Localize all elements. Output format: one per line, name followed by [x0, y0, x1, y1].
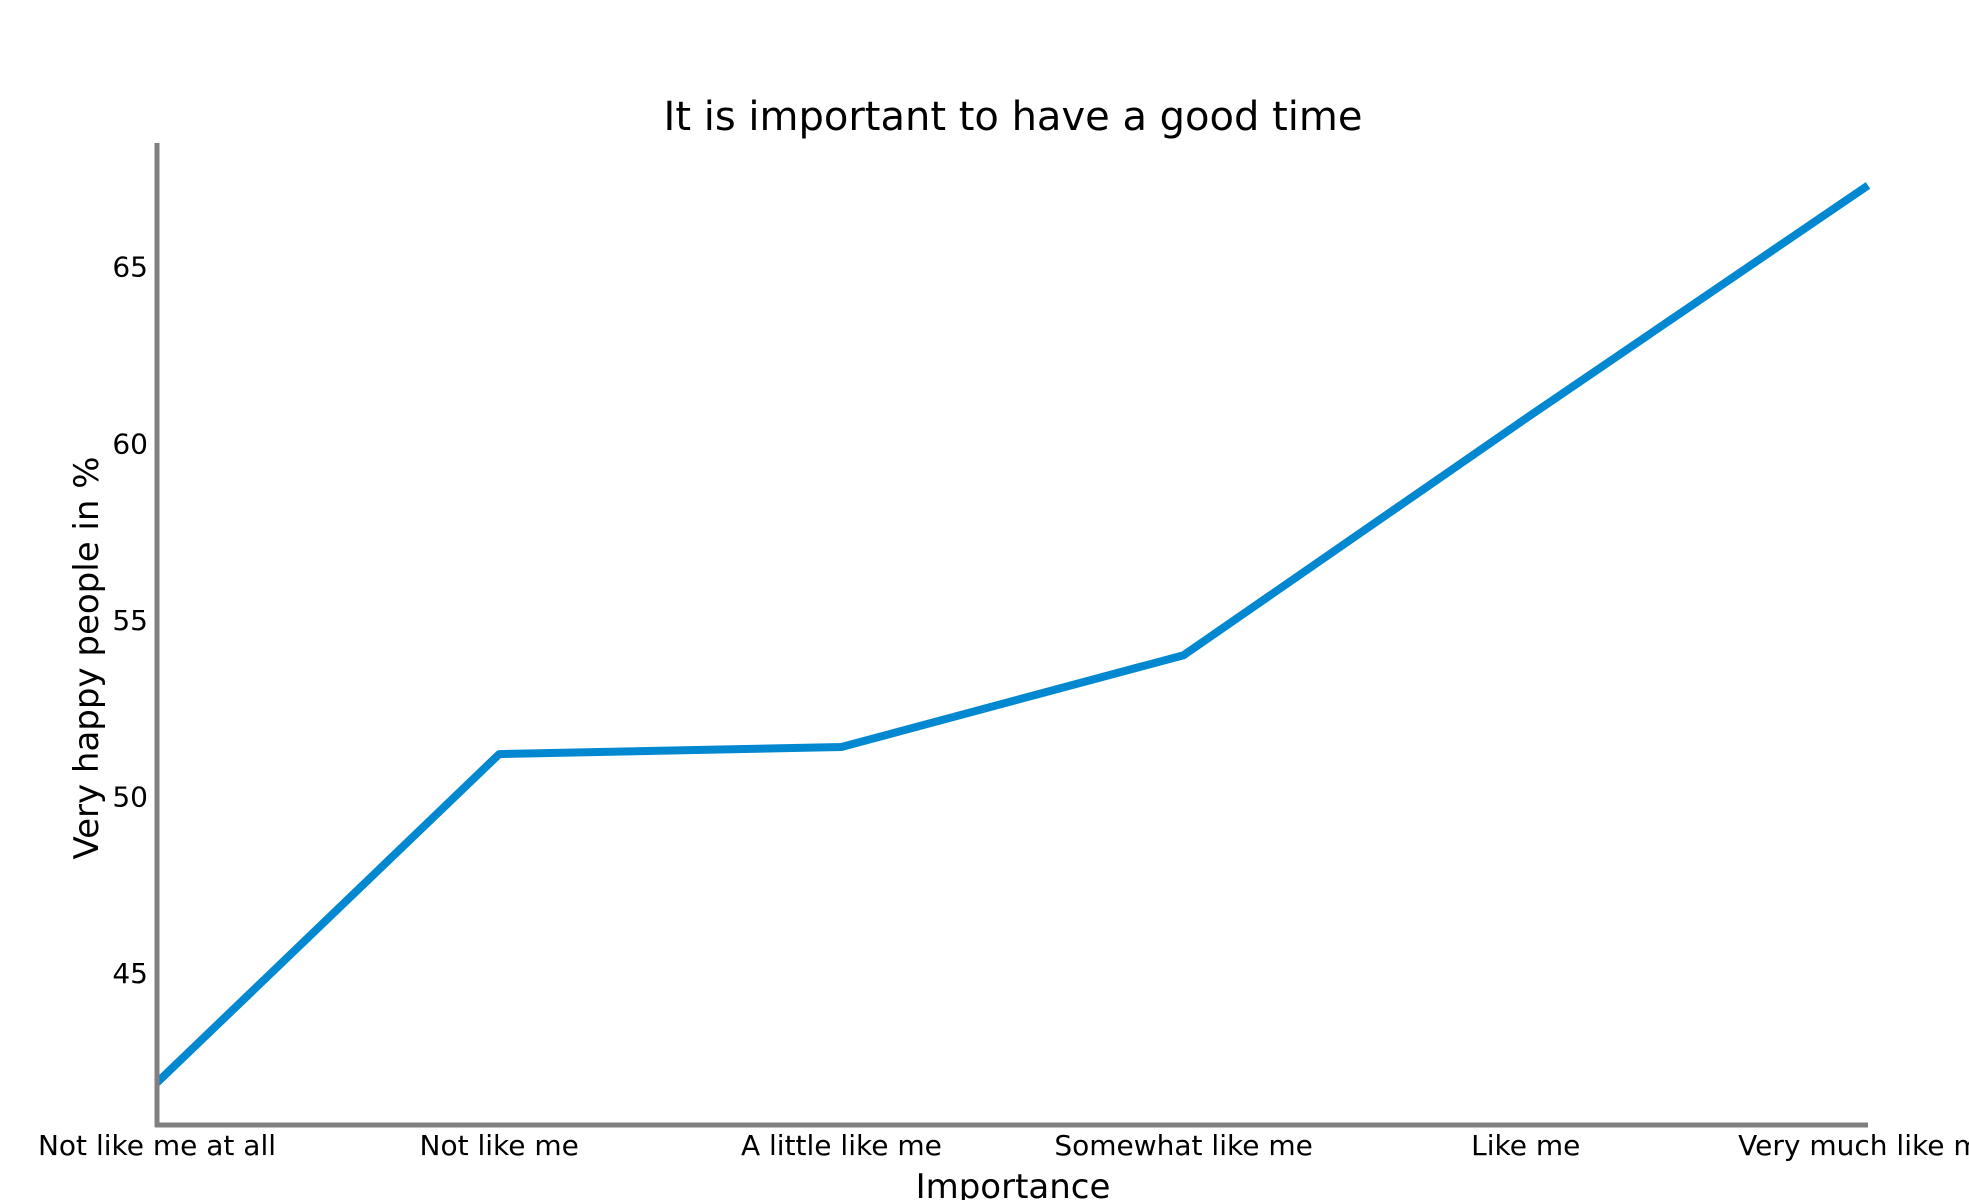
- x-tick-label: Not like me: [420, 1129, 579, 1162]
- y-tick-label: 45: [112, 957, 148, 990]
- y-axis-label: Very happy people in %: [67, 456, 107, 859]
- y-tick-label: 65: [112, 251, 148, 284]
- x-tick-labels: Not like me at all Not like me A little li…: [38, 1129, 1969, 1162]
- x-tick-label: Somewhat like me: [1054, 1129, 1313, 1162]
- x-tick-label: A little like me: [741, 1129, 942, 1162]
- series-group: [154, 182, 1871, 1086]
- y-tick-labels: 45 50 55 60 65: [112, 251, 148, 990]
- series-line: [154, 182, 1871, 1086]
- x-tick-label: Not like me at all: [38, 1129, 276, 1162]
- x-tick-label: Like me: [1471, 1129, 1580, 1162]
- y-tick-label: 50: [112, 780, 148, 813]
- y-tick-label: 60: [112, 427, 148, 460]
- y-tick-label: 55: [112, 604, 148, 637]
- x-tick-label: Very much like me: [1738, 1129, 1969, 1162]
- plot-area: Not like me at all Not like me A little li…: [38, 143, 1969, 1162]
- chart-title: It is important to have a good time: [664, 94, 1363, 140]
- x-axis-label: Importance: [916, 1167, 1111, 1200]
